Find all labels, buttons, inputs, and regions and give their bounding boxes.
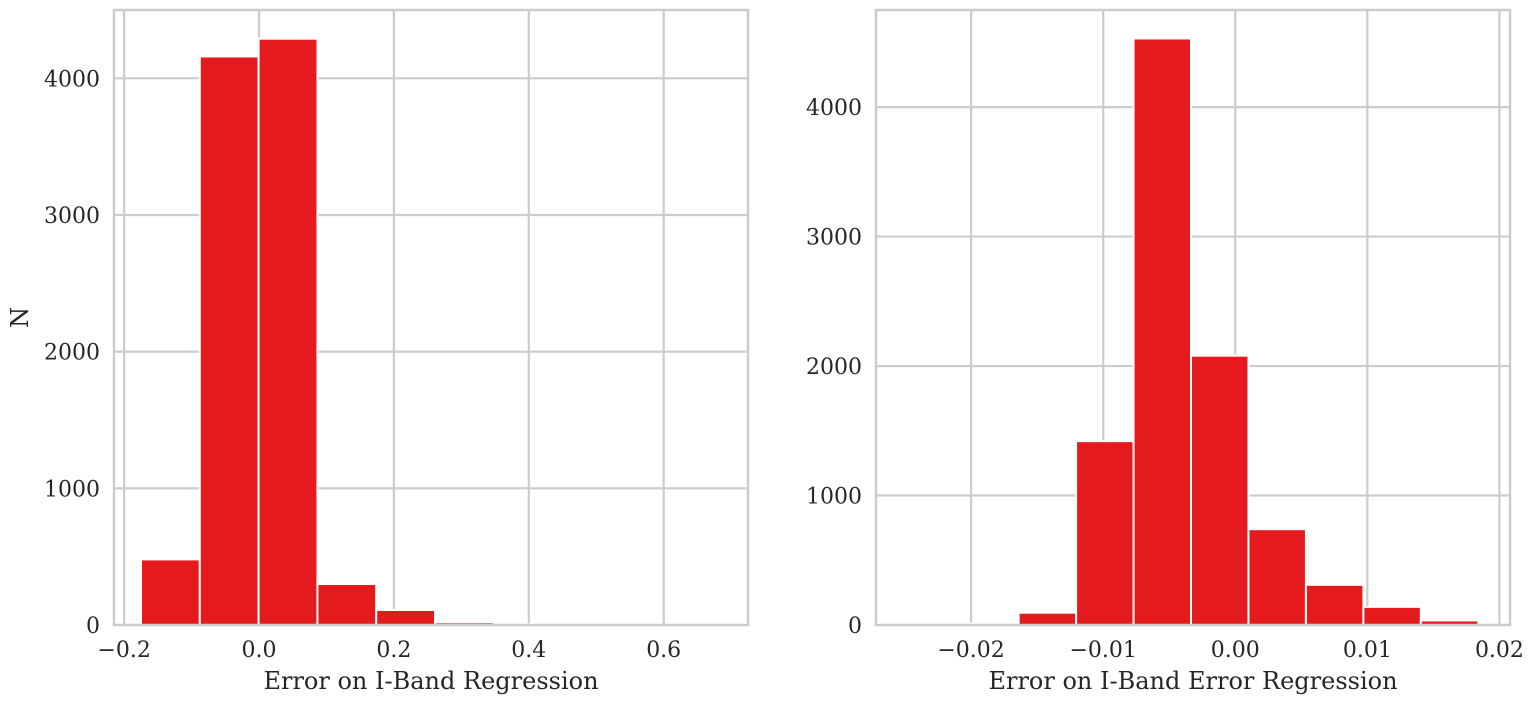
axes-border (874, 8, 1512, 627)
histogram-bars (139, 37, 731, 627)
x-tick-label: 0.4 (511, 638, 546, 663)
axes-frame (874, 8, 1512, 627)
x-tick-label: 0.6 (646, 638, 681, 663)
x-tick-label: 0.00 (1211, 638, 1260, 663)
histogram-bar (1304, 583, 1365, 626)
x-tick-label: −0.2 (97, 638, 150, 663)
y-tick-label: 2000 (44, 341, 100, 366)
histogram-bar (139, 558, 201, 627)
y-axis-ticks: 0 1000 2000 3000 4000 (806, 96, 862, 639)
x-axis-label: Error on I-Band Regression (263, 667, 598, 695)
y-tick-label: 2000 (806, 355, 862, 380)
y-tick-label: 0 (86, 614, 100, 639)
histogram-i-band-error-regression: −0.02 −0.01 0.00 0.01 0.02 0 1000 2000 3000 4000… (806, 8, 1524, 695)
histogram-bar (1190, 354, 1250, 626)
x-axis-ticks: −0.02 −0.01 0.00 0.01 0.02 (937, 638, 1524, 663)
histogram-bar (1132, 37, 1193, 627)
y-tick-label: 3000 (806, 226, 862, 251)
histogram-bar (1247, 528, 1307, 626)
axes-border (112, 8, 750, 627)
x-tick-label: −0.01 (1069, 638, 1136, 663)
histogram-bar (1075, 440, 1135, 626)
histogram-bar (1017, 611, 1078, 627)
histogram-bars (902, 37, 1480, 627)
x-tick-label: 0.0 (242, 638, 277, 663)
histogram-bar (316, 583, 378, 626)
x-tick-label: −0.02 (937, 638, 1004, 663)
y-tick-label: 4000 (806, 96, 862, 121)
x-tick-label: 0.02 (1475, 638, 1524, 663)
y-axis-label: N (6, 307, 34, 328)
histogram-bar (375, 608, 437, 627)
axes-frame (112, 8, 750, 627)
histogram-i-band-regression: −0.2 0.0 0.2 0.4 0.6 0 1000 2000 3000 4000 Error… (6, 8, 750, 695)
histogram-bar (198, 55, 260, 626)
x-axis-label: Error on I-Band Error Regression (988, 667, 1397, 695)
x-axis-ticks: −0.2 0.0 0.2 0.4 0.6 (97, 638, 681, 663)
y-tick-label: 1000 (806, 485, 862, 510)
y-tick-label: 3000 (44, 204, 100, 229)
y-axis-ticks: 0 1000 2000 3000 4000 (44, 67, 100, 639)
y-tick-label: 1000 (44, 477, 100, 502)
y-tick-label: 4000 (44, 67, 100, 92)
x-tick-label: 0.2 (376, 638, 411, 663)
histogram-bar (1362, 605, 1422, 626)
x-tick-label: 0.01 (1343, 638, 1392, 663)
y-tick-label: 0 (848, 614, 862, 639)
histogram-bar (257, 37, 319, 626)
